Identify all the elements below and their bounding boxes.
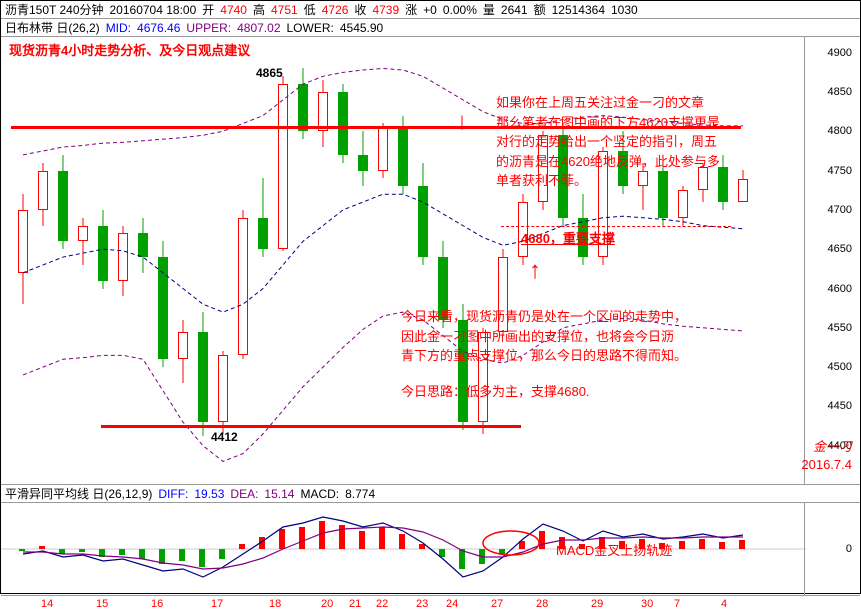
datetime: 20160704 18:00 [110,3,197,17]
chart-container: 沥青150T 240分钟 20160704 18:00 开4740 高4751 … [0,0,861,594]
bollinger-bar: 日布林带 日(26,2) MID:4676.46 UPPER:4807.02 L… [1,19,860,37]
analysis-para3: 今日思路：低多为主，支撑4680. [401,382,590,402]
quote-bar: 沥青150T 240分钟 20160704 18:00 开4740 高4751 … [1,1,860,19]
pct-value: 0.00% [443,3,477,17]
macd-dea: 15.14 [264,487,294,501]
author: 金一刁 [813,437,852,457]
chg-value: +0 [423,3,437,17]
low-value: 4726 [322,3,349,17]
macd-chart[interactable]: 0 MACD金叉上扬轨迹 [1,503,860,595]
macd-annotation: MACD金叉上扬轨迹 [556,541,672,561]
down-arrow-icon: ↓ [456,108,468,136]
support-dashed-line [501,226,731,227]
x-axis: 141516171820212223242728293074 [1,595,860,613]
macd-bar: 平滑异同平均线 日(26,12,9) DIFF:19.53 DEA:15.14 … [1,485,860,503]
macd-y-axis: 0 [804,503,860,595]
high-value: 4751 [271,3,298,17]
peak-label: 4865 [256,66,283,80]
close-value: 4739 [372,3,399,17]
symbol: 沥青150T 240分钟 [5,1,104,18]
y-axis: 4400445045004550460046504700475048004850… [804,37,860,485]
trough-label: 4412 [211,430,238,444]
boll-mid: 4676.46 [137,21,180,35]
open-value: 4740 [220,3,247,17]
chart-title: 现货沥青4小时走势分析、及今日观点建议 [9,41,250,61]
macd-diff: 19.53 [194,487,224,501]
amt-value: 12514364 [552,3,605,17]
up-arrow-icon: ↑ [529,257,541,285]
analysis-para2: 今日来看，现货沥青仍是处在一个区间的走势中， 因此金一刁图中所画出的支撑位，也将… [401,307,687,366]
boll-lower: 4545.90 [340,21,383,35]
support-label: 4680，重要支撑 [521,229,615,249]
date-stamp: 2016.7.4 [801,455,852,475]
macd-val: 8.774 [345,487,375,501]
analysis-para1: 如果你在上周五关注过金一刁的文章 那么笔者在图中画的下方4620支撑更是 对行的… [496,93,720,191]
boll-upper: 4807.02 [237,21,280,35]
support-line [101,425,521,428]
main-chart[interactable]: 4865 4412 ↓ ↑ 44004450450045504600465047004… [1,37,860,485]
macd-canvas[interactable] [1,503,806,595]
vol-value: 2641 [501,3,528,17]
